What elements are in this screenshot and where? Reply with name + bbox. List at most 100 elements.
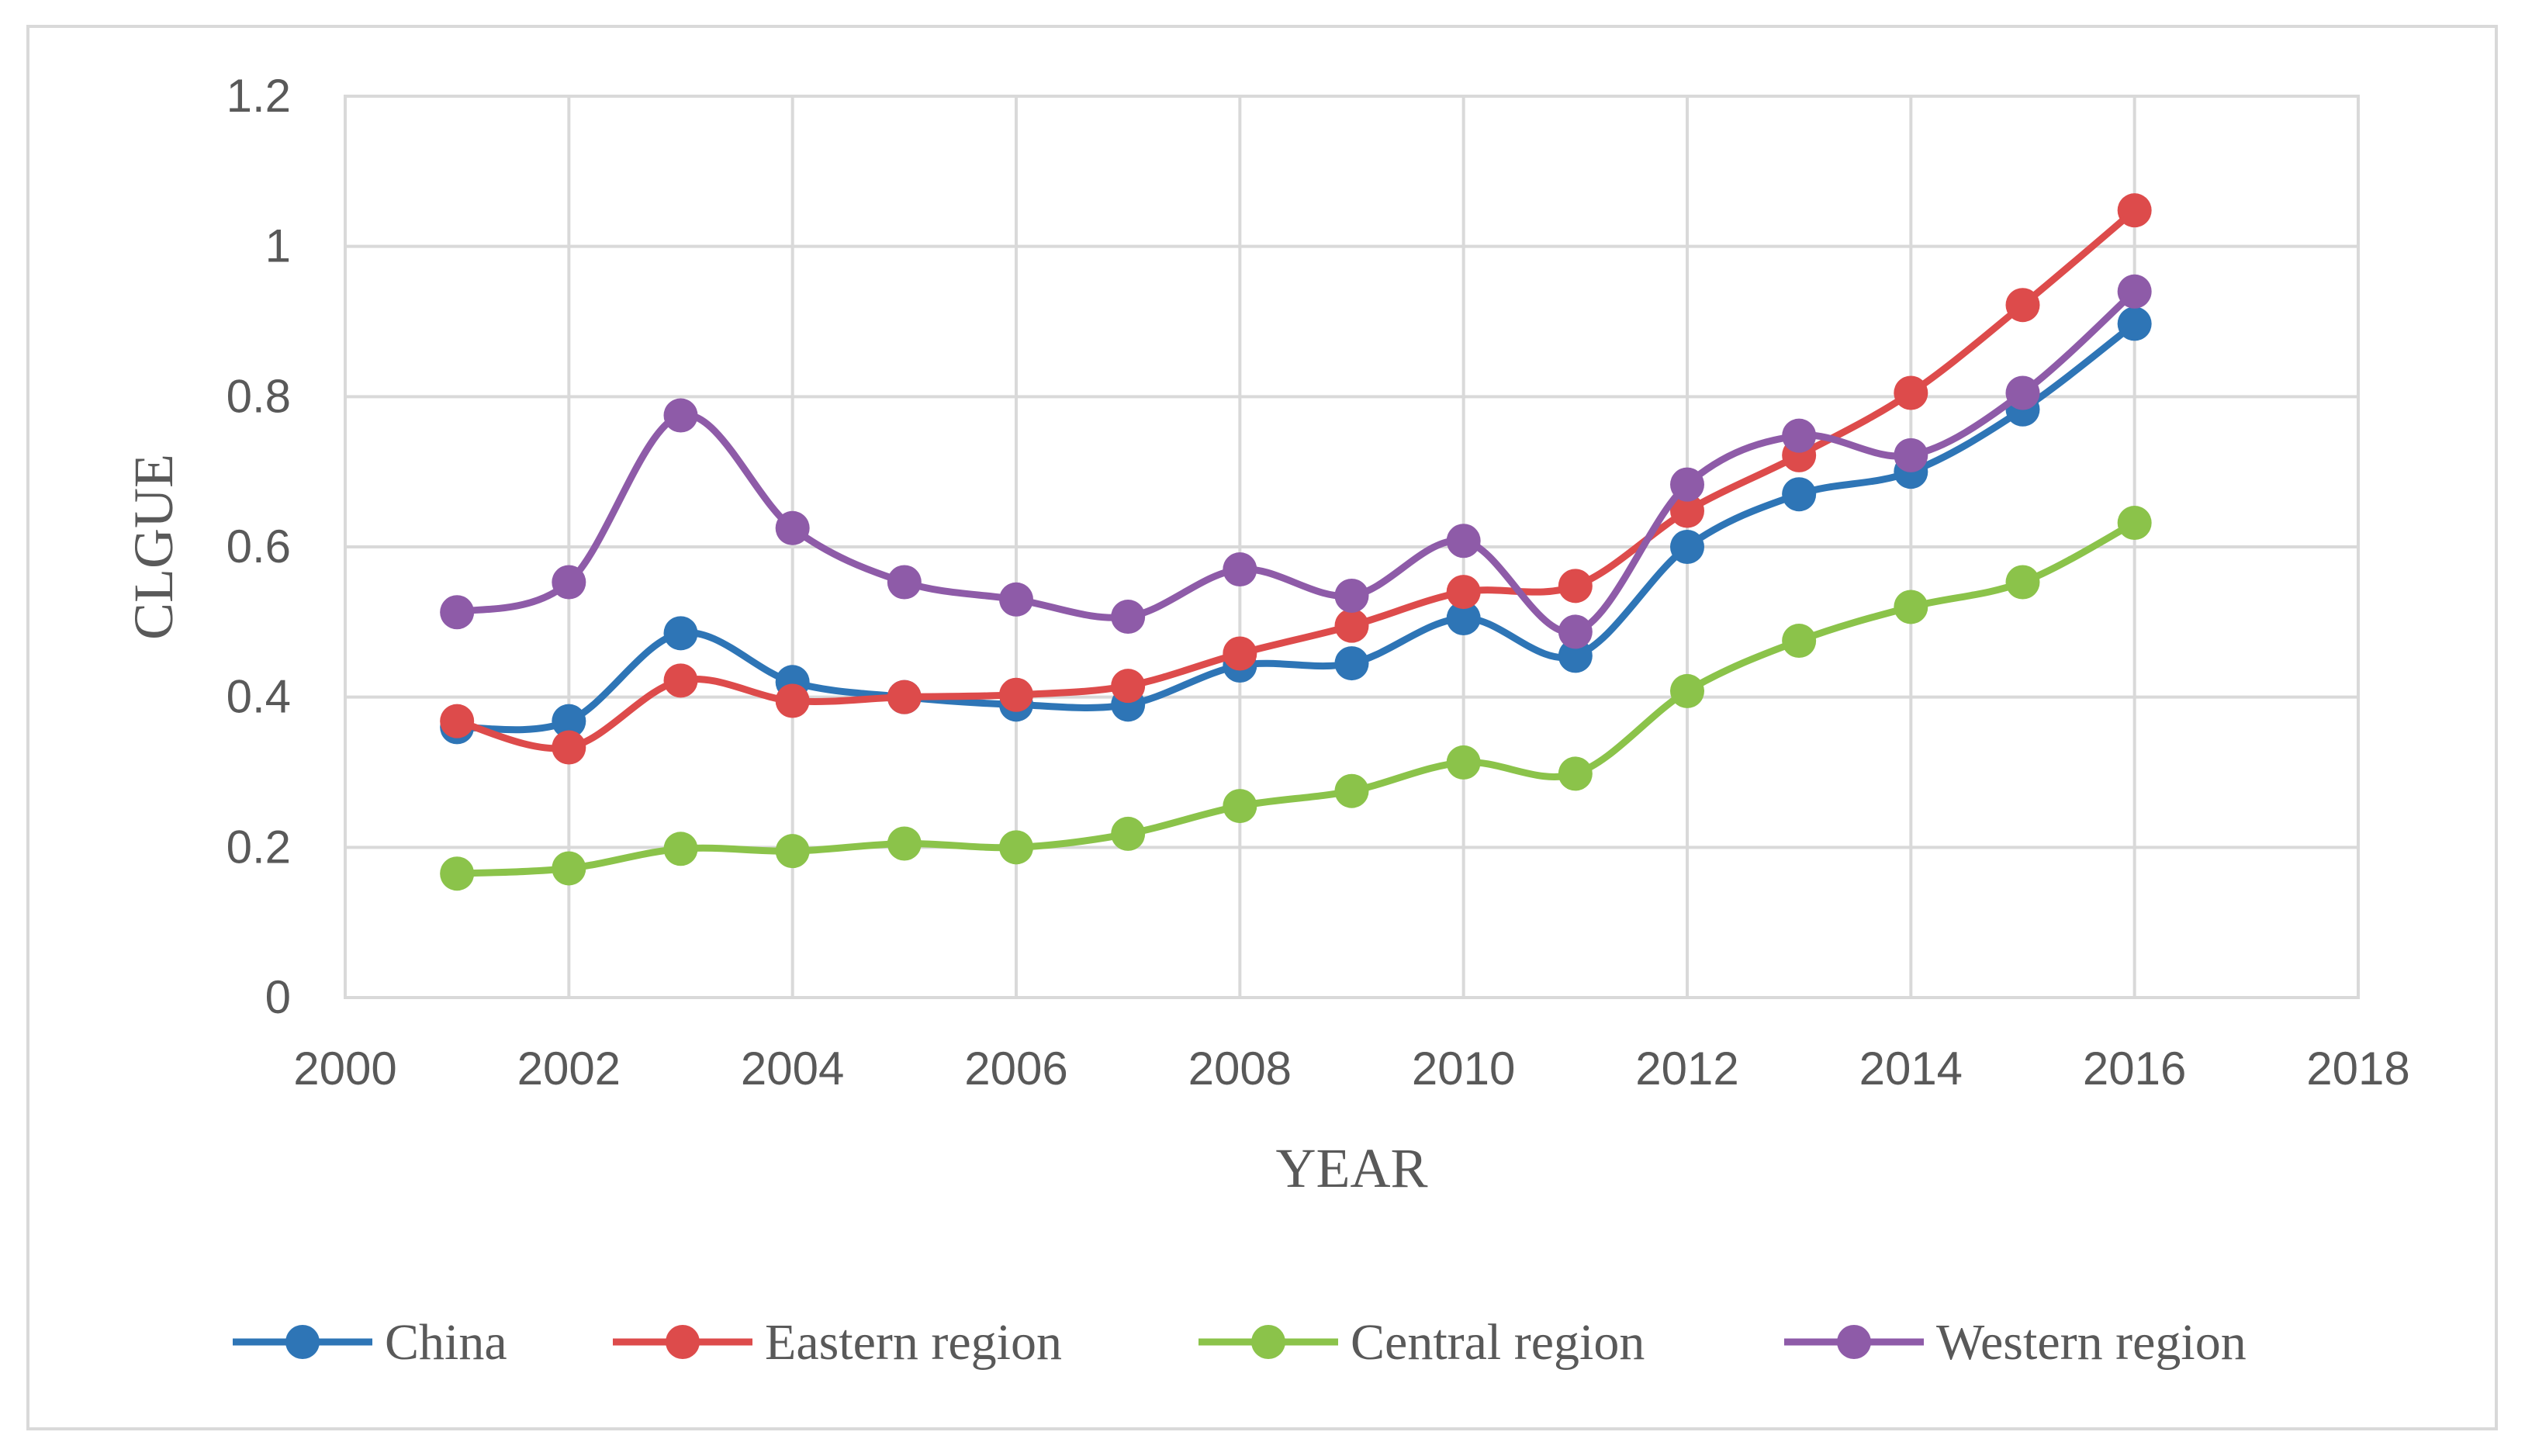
- data-point-china: [2117, 306, 2152, 341]
- y-tick-label: 0.2: [227, 821, 291, 873]
- data-point-western-region: [440, 595, 475, 630]
- series-central-region: [440, 506, 2152, 891]
- data-point-eastern-region: [552, 730, 586, 765]
- data-point-western-region: [1558, 614, 1593, 649]
- data-point-western-region: [552, 565, 586, 600]
- data-point-eastern-region: [887, 680, 922, 714]
- data-point-central-region: [2005, 565, 2040, 600]
- chart-frame: [26, 25, 2498, 1430]
- data-point-western-region: [663, 398, 698, 433]
- x-tick-label: 2008: [1188, 1043, 1292, 1095]
- legend-swatch-marker: [666, 1325, 700, 1359]
- data-point-central-region: [1894, 590, 1928, 624]
- data-point-china: [1334, 646, 1369, 681]
- data-point-eastern-region: [1446, 575, 1481, 610]
- x-tick-label: 2010: [1412, 1043, 1515, 1095]
- grid: [344, 95, 2360, 999]
- data-point-eastern-region: [663, 663, 698, 698]
- data-point-eastern-region: [1558, 569, 1593, 603]
- series-western-region: [440, 274, 2152, 649]
- data-point-western-region: [1894, 437, 1928, 472]
- legend-label: Eastern region: [765, 1314, 1062, 1371]
- data-point-eastern-region: [2117, 193, 2152, 228]
- series-line-china: [453, 320, 2139, 734]
- legend-swatch-marker: [285, 1325, 320, 1359]
- data-point-central-region: [1223, 789, 1257, 824]
- data-point-central-region: [775, 834, 810, 869]
- legend-item-china: China: [233, 1314, 507, 1371]
- data-point-central-region: [1111, 816, 1146, 851]
- data-point-western-region: [1782, 418, 1817, 453]
- data-point-western-region: [999, 582, 1033, 617]
- plot-area: [344, 95, 2360, 999]
- data-point-eastern-region: [1111, 669, 1146, 704]
- series-group: [440, 193, 2152, 891]
- data-point-eastern-region: [999, 677, 1033, 712]
- data-point-western-region: [1334, 578, 1369, 613]
- data-point-eastern-region: [1223, 636, 1257, 671]
- legend-item-eastern-region: Eastern region: [613, 1314, 1062, 1371]
- legend-item-central-region: Central region: [1199, 1314, 1645, 1371]
- data-point-western-region: [775, 510, 810, 545]
- x-tick-label: 2012: [1635, 1043, 1738, 1095]
- data-point-eastern-region: [1670, 493, 1704, 528]
- data-point-eastern-region: [775, 683, 810, 718]
- data-point-western-region: [2117, 274, 2152, 309]
- data-point-china: [1558, 638, 1593, 673]
- data-point-china: [552, 704, 586, 738]
- data-point-eastern-region: [2005, 288, 2040, 323]
- legend-swatch-marker: [1837, 1325, 1871, 1359]
- x-axis-title: YEAR: [1276, 1137, 1428, 1199]
- data-point-china: [1670, 530, 1704, 564]
- data-point-china: [1446, 600, 1481, 635]
- data-point-western-region: [887, 565, 922, 600]
- data-point-central-region: [1670, 673, 1704, 708]
- series-eastern-region: [440, 193, 2152, 765]
- data-point-central-region: [440, 856, 475, 891]
- x-tick-label: 2000: [293, 1043, 396, 1095]
- data-point-central-region: [2117, 506, 2152, 541]
- y-axis-ticks: 0 0.2 0.4 0.6 0.8 1 1.2: [227, 70, 291, 1023]
- x-tick-label: 2002: [517, 1043, 621, 1095]
- data-point-central-region: [1446, 745, 1481, 780]
- y-tick-label: 1: [265, 220, 291, 272]
- legend-swatch-marker: [1251, 1325, 1285, 1359]
- x-tick-label: 2004: [741, 1043, 844, 1095]
- legend-label: China: [385, 1314, 507, 1371]
- series-line-eastern-region: [453, 206, 2139, 752]
- data-point-china: [1782, 477, 1817, 512]
- legend-label: Central region: [1351, 1314, 1645, 1371]
- data-point-central-region: [552, 851, 586, 886]
- legend: China Eastern region Central region Western…: [233, 1314, 2247, 1371]
- y-tick-label: 0.4: [227, 671, 291, 723]
- data-point-central-region: [999, 830, 1033, 865]
- y-tick-label: 0: [265, 971, 291, 1023]
- series-line-western-region: [453, 288, 2139, 636]
- data-point-western-region: [2005, 375, 2040, 410]
- y-tick-label: 1.2: [227, 70, 291, 122]
- x-tick-label: 2018: [2306, 1043, 2409, 1095]
- y-axis-title: CLGUE: [123, 454, 185, 640]
- y-tick-label: 0.8: [227, 370, 291, 422]
- data-point-central-region: [1334, 773, 1369, 808]
- data-point-china: [663, 616, 698, 651]
- x-tick-label: 2016: [2083, 1043, 2186, 1095]
- data-point-central-region: [1558, 756, 1593, 791]
- x-tick-label: 2006: [964, 1043, 1067, 1095]
- data-point-western-region: [1111, 600, 1146, 635]
- data-point-western-region: [1223, 552, 1257, 587]
- data-point-central-region: [1782, 624, 1817, 659]
- data-point-central-region: [663, 832, 698, 866]
- series-line-central-region: [453, 519, 2139, 877]
- y-tick-label: 0.6: [227, 520, 291, 572]
- data-point-western-region: [1670, 467, 1704, 502]
- data-point-western-region: [1446, 524, 1481, 559]
- legend-item-western-region: Western region: [1784, 1314, 2247, 1371]
- data-point-eastern-region: [1334, 608, 1369, 643]
- legend-label: Western region: [1936, 1314, 2247, 1371]
- x-tick-label: 2014: [1859, 1043, 1963, 1095]
- data-point-central-region: [887, 826, 922, 861]
- x-axis-ticks: 2000 2002 2004 2006 2008 2010 2012 2014 2016 2018: [293, 1043, 2409, 1095]
- data-point-eastern-region: [440, 704, 475, 738]
